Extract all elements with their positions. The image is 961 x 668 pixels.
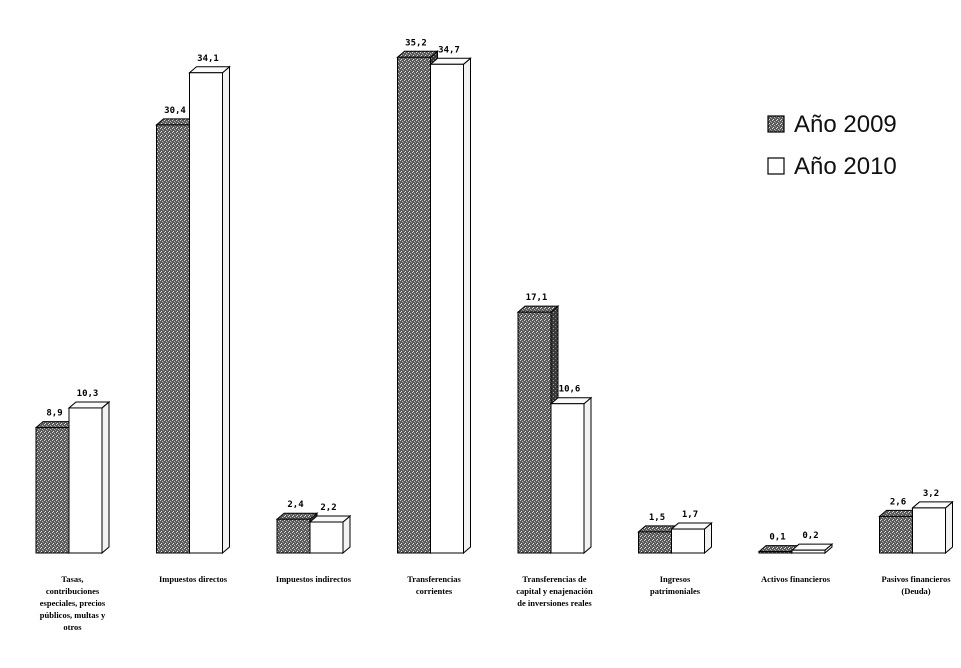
bar-2009-4 <box>516 305 560 555</box>
bar-2010-2 <box>308 514 352 555</box>
legend: Año 2009 Año 2010 <box>767 111 897 180</box>
legend-item-2010: Año 2010 <box>767 153 897 180</box>
value-label-2009-0: 8,9 <box>46 409 62 419</box>
category-label-5: Ingresos patrimoniales <box>650 574 701 596</box>
legend-item-2009: Año 2009 <box>767 111 897 138</box>
value-label-2009-4: 17,1 <box>526 293 548 303</box>
bar-2010-7 <box>911 500 954 555</box>
value-label-2010-0: 10,3 <box>77 389 99 399</box>
value-label-2010-6: 0,2 <box>802 531 818 541</box>
value-label-2010-3: 34,7 <box>438 45 460 55</box>
labels-layer: 8,9 10,3 Tasas, contribuciones especiales, p… <box>40 38 951 632</box>
category-label-0: Tasas, contribuciones especiales, precios p… <box>40 574 106 632</box>
bar-2010-1 <box>188 65 231 555</box>
category-label-6: Activos financieros <box>761 574 831 584</box>
value-label-2010-5: 1,7 <box>682 510 698 520</box>
legend-swatch-2010 <box>767 157 785 175</box>
value-label-2009-7: 2,6 <box>890 497 906 507</box>
value-label-2009-1: 30,4 <box>164 106 186 116</box>
value-label-2009-3: 35,2 <box>405 38 427 48</box>
bars-layer <box>34 50 954 555</box>
category-label-3: Transferencias corrientes <box>407 574 461 596</box>
bar-2010-4 <box>549 396 593 555</box>
value-label-2009-6: 0,1 <box>769 533 785 543</box>
bar-2010-5 <box>670 521 713 555</box>
value-label-2010-4: 10,6 <box>559 385 581 395</box>
category-label-1: Impuestos directos <box>159 574 228 584</box>
category-label-4: Transferencias de capital y enajenación de… <box>516 574 593 608</box>
legend-label-2010: Año 2010 <box>794 153 897 180</box>
bar-2010-3 <box>429 57 472 555</box>
value-label-2009-2: 2,4 <box>287 500 304 510</box>
category-label-7: Pasivos financieros (Deuda) <box>881 574 951 596</box>
legend-label-2009: Año 2009 <box>794 111 897 138</box>
category-label-2: Impuestos indirectos <box>276 574 352 584</box>
legend-swatch-2009 <box>767 115 785 133</box>
bar-2010-0 <box>67 400 111 555</box>
bar-2010-6 <box>790 543 834 555</box>
value-label-2010-1: 34,1 <box>197 54 219 64</box>
value-label-2009-5: 1,5 <box>649 513 665 523</box>
value-label-2010-7: 3,2 <box>923 489 939 499</box>
value-label-2010-2: 2,2 <box>320 503 336 513</box>
